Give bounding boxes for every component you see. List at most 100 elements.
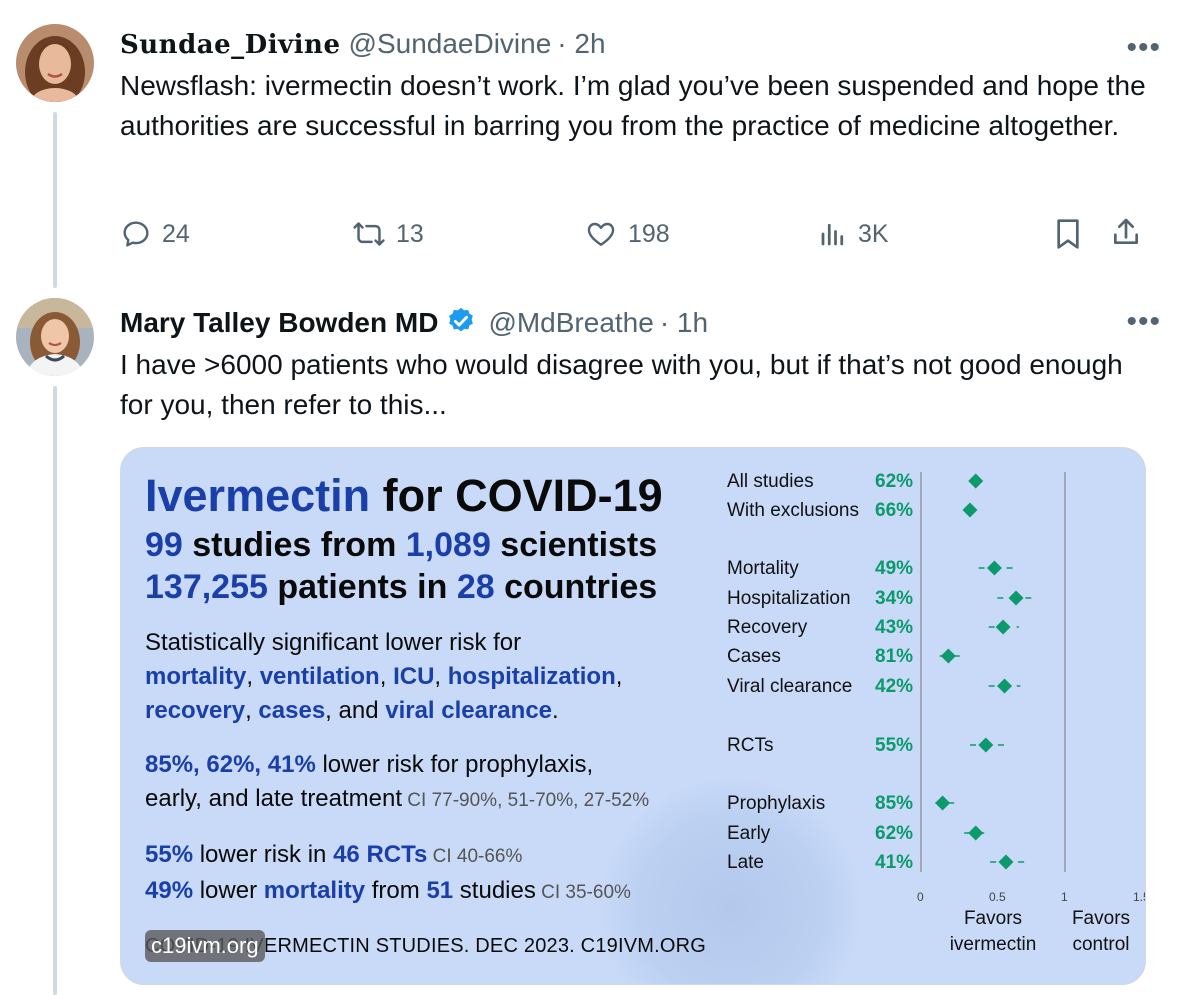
favors-word: Favors (963, 908, 1023, 929)
tweet-header: Sundae_Divine @SundaeDivine · 2h (120, 28, 1161, 60)
ivermectin-infographic-image[interactable]: Ivermectin for COVID-19 99 studies from … (120, 447, 1146, 985)
forest-row-percent: 43% (875, 617, 914, 638)
user-handle[interactable]: @SundaeDivine (348, 28, 552, 59)
forest-row-label: Hospitalization (727, 588, 851, 609)
patients-line: 137,255 patients in 28 countries (145, 566, 725, 608)
like-button[interactable]: 198 (584, 218, 670, 250)
significance-paragraph: Statistically significant lower risk for… (145, 626, 725, 728)
mortality-studies-count: 51 (426, 877, 454, 904)
effect-estimate-marker (935, 795, 951, 811)
forest-row-percent: 41% (875, 852, 914, 873)
effect-estimate-marker (940, 648, 956, 664)
effect-estimate-marker (962, 502, 978, 518)
separator: , (245, 697, 259, 724)
forest-row-label: Prophylaxis (727, 793, 826, 814)
outcome-ventilation: ventilation (259, 663, 380, 690)
effect-estimate-marker (968, 825, 984, 841)
effect-estimate-marker (968, 473, 984, 489)
forest-row-percent: 49% (875, 558, 914, 579)
share-icon (1110, 214, 1142, 250)
outcome-recovery: recovery (145, 697, 246, 724)
x-tick-label: 1.5+ (1133, 890, 1145, 904)
tweet-header: Mary Talley Bowden MD @MdBreathe · 1h (120, 302, 1161, 339)
outcomes-line-1: mortality, ventilation, ICU, hospitaliza… (145, 660, 725, 694)
effect-estimate-marker (998, 854, 1014, 870)
avatar-sundae-divine[interactable] (16, 24, 94, 102)
forest-row-percent: 62% (875, 823, 914, 844)
favors-control: control (1072, 934, 1130, 955)
separator: . (552, 697, 559, 724)
outcome-viral-clearance: viral clearance (385, 697, 553, 724)
infographic-summary: Ivermectin for COVID-19 99 studies from … (145, 470, 725, 910)
forest-row-percent: 85% (875, 793, 914, 814)
forest-plot (920, 472, 1066, 872)
repost-button[interactable]: 13 (352, 218, 424, 250)
forest-row-label: Cases (727, 646, 781, 667)
scientists-text: scientists (490, 526, 658, 564)
user-handle[interactable]: @MdBreathe (488, 307, 654, 338)
views-count: 3K (858, 219, 889, 248)
patients-count: 137,255 (145, 568, 268, 606)
effect-estimate-marker (995, 619, 1011, 635)
infographic-title: Ivermectin for COVID-19 (145, 470, 725, 522)
avatar-mary-talley-bowden[interactable] (16, 298, 94, 376)
x-tick-label: 1 (1061, 890, 1068, 904)
heart-icon (584, 218, 618, 250)
views-icon (818, 218, 848, 250)
patients-text: patients in (267, 568, 457, 606)
source-watermark: c19ivm.org (145, 930, 265, 962)
effect-estimate-marker (986, 560, 1002, 576)
bookmark-button[interactable] (1052, 216, 1084, 252)
mortality-text-2: from (365, 877, 427, 904)
forest-row-label: Late (727, 852, 764, 873)
favors-word: Favors (1071, 908, 1131, 929)
studies-text: studies from (182, 526, 406, 564)
mortality-ci: CI 35-60% (535, 882, 631, 903)
studies-count: 99 (145, 526, 183, 564)
display-name[interactable]: Sundae_Divine (120, 30, 341, 60)
x-tick-label: 0.5 (989, 890, 1006, 904)
title-covid: for COVID-19 (370, 470, 663, 521)
forest-row-label: RCTs (727, 735, 774, 756)
thread-connector-bottom (53, 386, 57, 995)
effect-estimate-marker (1008, 590, 1024, 606)
repost-icon (352, 218, 386, 250)
outcome-hospitalization: hospitalization (447, 663, 616, 690)
tweet-mary-talley-bowden: Mary Talley Bowden MD @MdBreathe · 1h ••… (120, 302, 1161, 425)
separator: , and (325, 697, 386, 724)
studies-line: 99 studies from 1,089 scientists (145, 524, 725, 566)
forest-row-percent: 42% (875, 676, 914, 697)
tweet-text: Newsflash: ivermectin doesn’t work. I’m … (120, 70, 1146, 141)
outcomes-line-2: recovery, cases, and viral clearance. (145, 694, 725, 728)
rct-paragraph: 55% lower risk in 46 RCTs CI 40-66% 49% … (145, 838, 725, 910)
share-button[interactable] (1110, 214, 1142, 250)
thread-connector-top (53, 112, 57, 288)
tweet-time[interactable]: · 2h (557, 28, 606, 59)
rct-count: 46 RCTs (333, 841, 428, 868)
favors-control-label: Favors control (1061, 906, 1141, 958)
more-options-icon[interactable]: ••• (1126, 31, 1161, 64)
separator: , (615, 663, 623, 690)
rct-percent: 55% (145, 841, 194, 868)
outcome-cases: cases (258, 697, 326, 724)
reply-button[interactable]: 24 (120, 218, 190, 250)
x-tick-label: 0 (917, 890, 924, 904)
repost-count: 13 (396, 219, 424, 248)
tweet-time[interactable]: · 1h (659, 307, 709, 338)
forest-row-label: Recovery (727, 617, 808, 638)
title-ivermectin: Ivermectin (145, 470, 371, 521)
forest-row-label: All studies (727, 471, 814, 492)
forest-row-label: Mortality (727, 558, 799, 579)
views-button[interactable]: 3K (818, 218, 889, 250)
treatment-percentages: 85%, 62%, 41% (145, 751, 316, 778)
separator: , (246, 663, 260, 690)
more-options-icon[interactable]: ••• (1126, 305, 1161, 338)
mortality-percent: 49% (145, 877, 194, 904)
display-name[interactable]: Mary Talley Bowden MD (120, 307, 439, 338)
tweet-text: I have >6000 patients who would disagree… (120, 349, 1123, 420)
favors-ivermectin: ivermectin (949, 934, 1037, 955)
forest-row-percent: 55% (875, 735, 914, 756)
like-count: 198 (628, 219, 670, 248)
forest-row-label: Early (727, 823, 771, 844)
forest-row-percent: 66% (875, 500, 914, 521)
